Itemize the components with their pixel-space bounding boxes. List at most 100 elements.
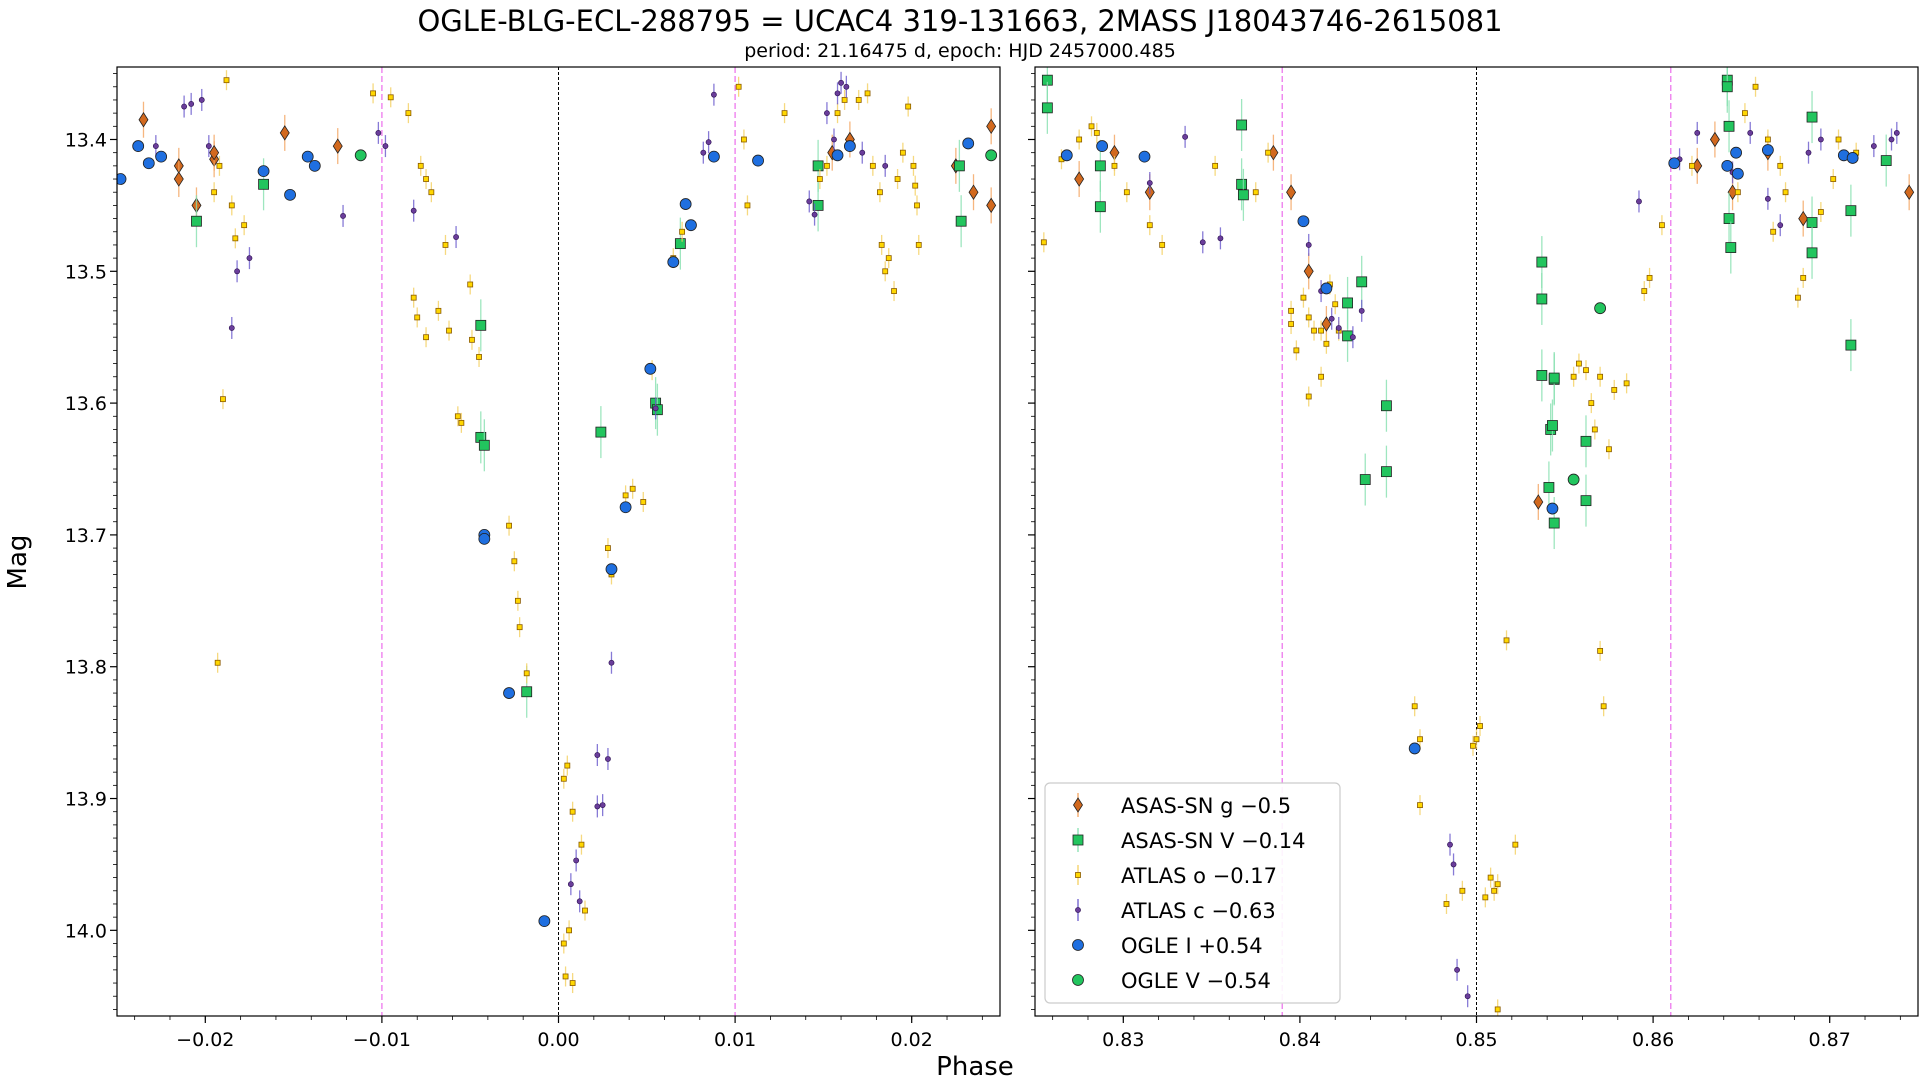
data-point bbox=[1320, 282, 1333, 295]
data-point bbox=[442, 242, 449, 248]
data-point bbox=[605, 545, 611, 551]
data-point bbox=[619, 501, 632, 514]
data-point bbox=[812, 160, 824, 172]
data-point bbox=[410, 294, 417, 301]
x-tick-label: −0.02 bbox=[176, 1029, 234, 1051]
data-point bbox=[220, 396, 226, 403]
data-point bbox=[735, 83, 742, 90]
data-point bbox=[1694, 130, 1701, 136]
data-point bbox=[370, 90, 376, 97]
legend: ASAS-SN g −0.5 ASAS-SN V −0.14 ATLAS o −0.… bbox=[1044, 782, 1341, 1004]
legend-marker bbox=[1072, 974, 1084, 986]
data-point bbox=[573, 857, 580, 864]
data-point bbox=[332, 138, 343, 154]
data-point bbox=[1893, 130, 1900, 136]
data-point bbox=[152, 143, 159, 149]
data-point bbox=[191, 215, 202, 227]
data-point bbox=[173, 171, 184, 187]
data-point bbox=[387, 94, 394, 101]
data-point bbox=[806, 198, 813, 205]
data-point bbox=[831, 149, 844, 162]
data-point bbox=[1880, 155, 1892, 166]
data-point bbox=[1447, 841, 1453, 848]
data-point bbox=[405, 110, 412, 117]
data-point bbox=[1146, 222, 1153, 229]
data-point bbox=[891, 288, 897, 294]
data-point bbox=[843, 140, 856, 152]
data-point bbox=[1782, 189, 1789, 196]
data-point bbox=[1305, 242, 1312, 248]
data-point bbox=[1636, 198, 1642, 205]
data-point bbox=[1721, 159, 1734, 172]
data-point bbox=[1252, 189, 1259, 196]
data-point bbox=[705, 139, 712, 146]
data-point bbox=[1332, 301, 1339, 308]
data-point bbox=[142, 157, 155, 170]
data-point bbox=[1300, 294, 1307, 301]
data-point bbox=[1567, 473, 1580, 486]
data-point bbox=[560, 940, 567, 947]
data-point bbox=[375, 130, 382, 136]
data-point bbox=[985, 149, 998, 162]
legend-label: ATLAS c −0.63 bbox=[1121, 899, 1276, 923]
data-point bbox=[700, 149, 707, 156]
y-tick-label: 13.5 bbox=[65, 261, 107, 283]
data-point bbox=[622, 492, 629, 499]
x-tick-label: 0.84 bbox=[1279, 1029, 1321, 1051]
data-point bbox=[1487, 874, 1494, 881]
data-point bbox=[1870, 143, 1877, 149]
data-point bbox=[781, 110, 788, 117]
data-point bbox=[453, 234, 459, 240]
data-point bbox=[1806, 247, 1818, 259]
data-point bbox=[1311, 327, 1317, 334]
data-point bbox=[877, 189, 883, 196]
legend-marker bbox=[1075, 907, 1081, 913]
data-point bbox=[595, 426, 607, 438]
data-point bbox=[1725, 242, 1737, 253]
data-point bbox=[899, 149, 906, 156]
data-point bbox=[1817, 136, 1824, 143]
data-point bbox=[1318, 373, 1324, 380]
data-point bbox=[834, 90, 841, 97]
data-point bbox=[1459, 887, 1466, 894]
data-point bbox=[1583, 367, 1589, 374]
x-tick-label: 0.87 bbox=[1809, 1029, 1851, 1051]
data-point bbox=[1752, 83, 1759, 90]
data-point bbox=[234, 268, 240, 275]
data-point bbox=[576, 898, 583, 905]
data-point bbox=[1646, 274, 1653, 281]
data-point bbox=[1721, 81, 1733, 93]
data-point bbox=[1543, 482, 1555, 493]
data-point bbox=[594, 752, 601, 758]
data-point bbox=[1417, 802, 1423, 809]
reference-lines bbox=[381, 67, 736, 1016]
data-point bbox=[1888, 136, 1895, 143]
data-point bbox=[1533, 494, 1544, 510]
data-point bbox=[560, 775, 567, 782]
data-point bbox=[566, 927, 572, 934]
data-point bbox=[878, 242, 885, 248]
data-point bbox=[1742, 110, 1748, 117]
y-tick-label: 13.7 bbox=[65, 525, 107, 547]
data-point bbox=[1328, 315, 1335, 322]
data-point bbox=[1723, 120, 1735, 132]
data-point bbox=[454, 413, 461, 420]
data-point bbox=[843, 83, 850, 90]
data-point bbox=[1236, 178, 1248, 190]
data-point bbox=[905, 103, 912, 110]
data-point bbox=[608, 659, 615, 666]
data-point bbox=[423, 176, 429, 182]
data-point bbox=[640, 499, 647, 505]
data-point bbox=[503, 687, 515, 699]
data-point bbox=[1904, 184, 1915, 200]
data-point bbox=[1570, 373, 1577, 380]
y-tick-label: 14.0 bbox=[65, 920, 107, 942]
data-point bbox=[1764, 195, 1771, 202]
data-point bbox=[458, 419, 465, 426]
data-point bbox=[864, 90, 871, 97]
data-point bbox=[816, 176, 823, 182]
data-point bbox=[258, 178, 269, 190]
data-point bbox=[1411, 703, 1418, 710]
y-tick-label: 13.9 bbox=[65, 789, 107, 811]
